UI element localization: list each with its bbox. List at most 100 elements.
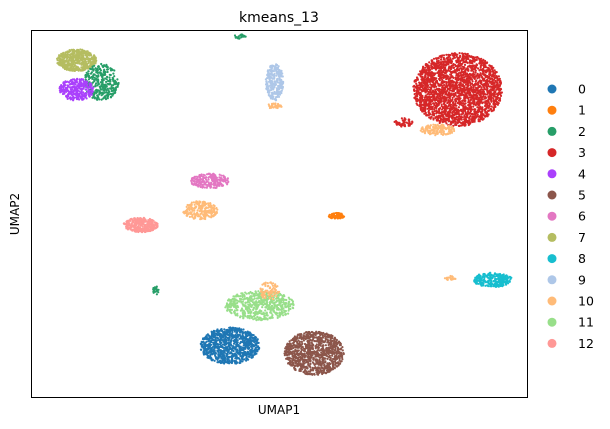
point	[430, 71, 433, 74]
point	[421, 110, 424, 113]
point	[454, 86, 458, 89]
point	[457, 124, 460, 127]
point	[273, 68, 276, 71]
point	[486, 93, 489, 96]
point	[210, 214, 213, 218]
point	[75, 53, 78, 57]
point	[472, 68, 475, 71]
point	[478, 103, 481, 106]
point	[482, 117, 485, 120]
point	[484, 64, 487, 67]
point	[483, 92, 486, 95]
point	[100, 62, 103, 66]
point	[107, 93, 110, 96]
point	[480, 57, 483, 60]
point	[424, 98, 427, 101]
point	[465, 79, 468, 82]
point	[422, 81, 425, 84]
point	[473, 102, 476, 105]
point	[73, 61, 76, 64]
point	[460, 77, 463, 80]
point	[437, 101, 440, 104]
point	[465, 86, 468, 89]
point	[485, 66, 488, 69]
point	[473, 91, 477, 94]
point	[461, 52, 464, 56]
point	[424, 63, 427, 66]
point	[90, 57, 93, 60]
point	[438, 125, 441, 128]
point	[413, 84, 416, 87]
point	[403, 124, 406, 127]
point	[472, 70, 475, 73]
point	[106, 75, 109, 79]
point	[426, 129, 430, 132]
point	[494, 91, 497, 94]
point	[131, 220, 134, 223]
point	[94, 84, 97, 87]
point	[75, 61, 78, 64]
point	[490, 105, 493, 108]
point	[275, 96, 278, 99]
point	[447, 91, 450, 94]
point	[490, 75, 493, 78]
point	[464, 108, 467, 111]
point	[80, 63, 83, 66]
point	[480, 79, 483, 82]
point	[477, 108, 480, 111]
point	[150, 220, 153, 223]
point	[67, 62, 71, 65]
point	[57, 61, 60, 64]
point	[497, 75, 500, 78]
point	[278, 77, 281, 80]
point	[277, 65, 280, 68]
point	[98, 85, 102, 88]
point	[420, 127, 423, 130]
point	[209, 186, 212, 189]
point	[471, 94, 475, 97]
point	[133, 227, 136, 230]
point	[488, 102, 491, 106]
point	[495, 71, 498, 74]
point	[442, 111, 445, 114]
point	[440, 103, 443, 106]
point	[84, 57, 87, 60]
point	[483, 115, 486, 118]
point	[196, 183, 200, 186]
point	[69, 50, 72, 53]
point	[333, 216, 336, 219]
point	[109, 67, 112, 70]
point	[457, 111, 460, 115]
point	[82, 84, 85, 87]
point	[413, 80, 416, 83]
point	[422, 129, 425, 132]
point	[79, 96, 82, 99]
point	[75, 89, 78, 92]
point	[427, 91, 430, 94]
point	[478, 90, 482, 93]
point	[154, 222, 157, 225]
point	[462, 80, 465, 84]
point	[438, 97, 441, 100]
point	[208, 175, 211, 178]
point	[450, 128, 453, 131]
point	[477, 118, 480, 121]
point	[455, 78, 458, 81]
point	[448, 84, 451, 87]
point	[194, 206, 197, 209]
point	[131, 224, 134, 228]
point	[148, 226, 151, 229]
point	[78, 55, 81, 59]
point	[475, 56, 478, 59]
point	[403, 117, 406, 120]
point	[482, 84, 485, 87]
point	[193, 180, 196, 183]
point	[432, 57, 436, 60]
point	[134, 221, 137, 224]
point	[73, 69, 76, 72]
point	[471, 108, 474, 111]
point	[452, 92, 455, 95]
point	[432, 82, 435, 85]
point	[65, 80, 68, 84]
point	[490, 110, 493, 113]
